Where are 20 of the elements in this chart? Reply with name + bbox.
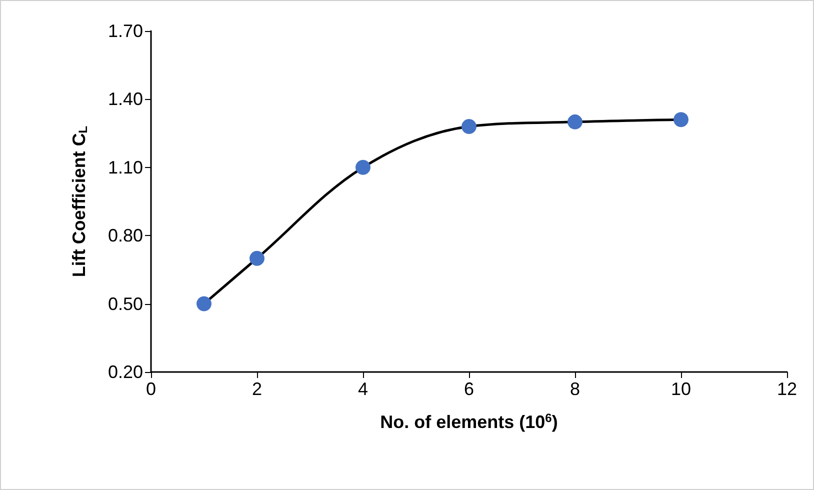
y-tick-label: 1.40 [108,89,143,110]
point [250,250,264,266]
x-tick-label: 0 [146,379,156,399]
point [356,160,370,175]
x-tick-label: 2 [252,379,262,399]
y-tick-label: 0.20 [108,362,143,382]
point [462,118,476,134]
point [196,296,212,312]
x-tick-label: 12 [776,379,798,399]
y-tick-label: 0.80 [108,226,143,246]
y-tick-label: 1.70 [108,21,143,41]
y-axis-title: Lift Coefficient CL [69,126,90,278]
point [674,112,688,128]
x-tick-label: 4 [358,379,368,399]
x-tick-label: 8 [570,379,580,399]
y-tick-label: 1.10 [108,157,143,178]
x-tick-label: 6 [464,379,474,399]
point [568,114,582,130]
y-tick-label: 0.50 [108,294,143,314]
x-tick-label: 10 [670,379,692,399]
